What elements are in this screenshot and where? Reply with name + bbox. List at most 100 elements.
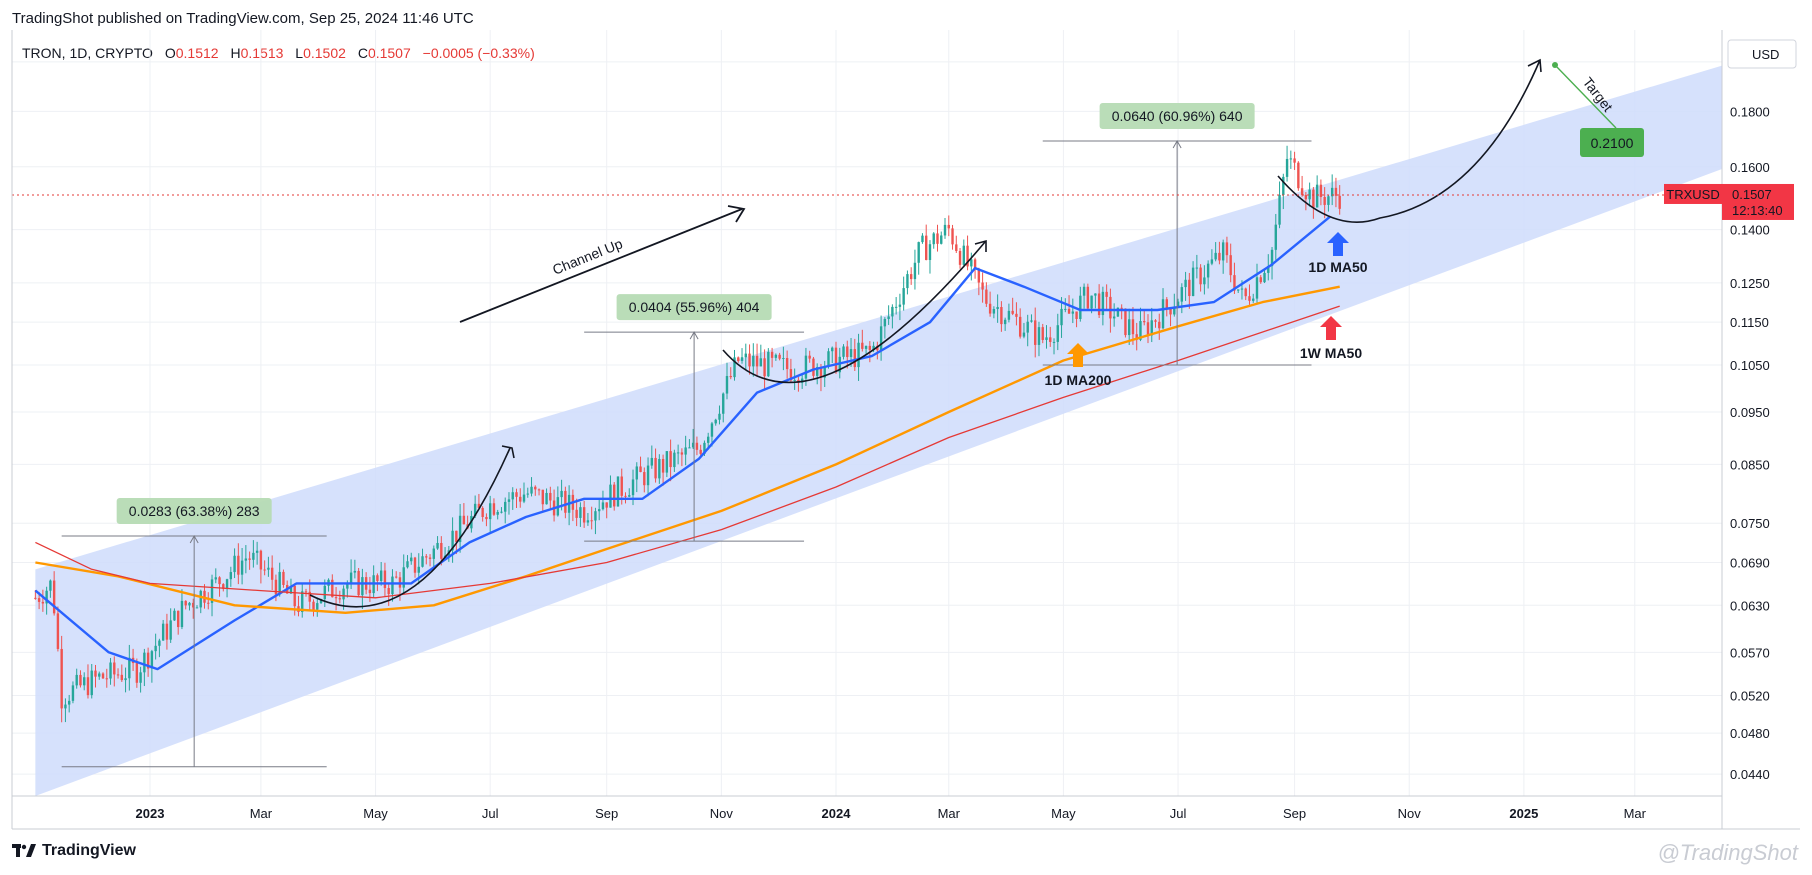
candle-body bbox=[740, 357, 744, 361]
candle-body bbox=[951, 228, 954, 245]
candle-body bbox=[143, 652, 146, 673]
candle-body bbox=[661, 458, 665, 473]
candle-body bbox=[1255, 277, 1259, 299]
wma50-up-arrow-icon bbox=[1320, 316, 1342, 340]
candle-body bbox=[1259, 277, 1262, 283]
candle-body bbox=[973, 259, 977, 269]
candle-body bbox=[831, 347, 834, 352]
measure-label: 0.0640 (60.96%) 640 bbox=[1112, 108, 1243, 124]
candle-body bbox=[1330, 187, 1334, 197]
ma200-annotation-label: 1D MA200 bbox=[1045, 372, 1112, 388]
candle-body bbox=[1191, 267, 1195, 297]
price-tick-label: 0.0480 bbox=[1730, 726, 1770, 741]
candle-body bbox=[883, 319, 887, 327]
date-tick-label: Nov bbox=[710, 806, 734, 821]
candle-body bbox=[1218, 252, 1221, 261]
price-tick-label: 0.1600 bbox=[1730, 160, 1770, 175]
candle-body bbox=[304, 591, 308, 593]
candle-body bbox=[511, 492, 514, 500]
candle-body bbox=[1225, 242, 1229, 256]
candle-body bbox=[282, 571, 285, 585]
candle-body bbox=[639, 466, 642, 473]
measurement-1: 0.0283 (63.38%) 283 bbox=[61, 497, 327, 768]
candle-body bbox=[218, 577, 221, 585]
candle-body bbox=[1067, 308, 1071, 314]
candle-body bbox=[146, 652, 150, 669]
candle-body bbox=[98, 673, 101, 677]
candle-body bbox=[1120, 307, 1123, 309]
candle-body bbox=[673, 452, 676, 468]
candle-body bbox=[879, 326, 883, 351]
candle-body bbox=[564, 490, 567, 513]
open-label: O bbox=[164, 45, 176, 61]
candle-body bbox=[646, 465, 650, 486]
candle-body bbox=[1056, 325, 1059, 342]
candle-body bbox=[650, 457, 654, 466]
price-tick-label: 0.0520 bbox=[1730, 689, 1770, 704]
candle-body bbox=[579, 507, 582, 518]
tradingview-logo[interactable]: TradingView bbox=[12, 842, 136, 860]
candle-body bbox=[139, 672, 142, 683]
candle-body bbox=[695, 442, 699, 450]
candle-body bbox=[988, 303, 992, 314]
candle-body bbox=[616, 476, 620, 507]
target-point bbox=[1552, 62, 1558, 68]
candle-body bbox=[1094, 293, 1097, 296]
price-tick-label: 0.0750 bbox=[1730, 516, 1770, 531]
candle-body bbox=[635, 466, 638, 480]
currency-button[interactable]: USD bbox=[1752, 47, 1779, 62]
candle-body bbox=[1278, 194, 1281, 225]
candle-body bbox=[981, 282, 984, 290]
candle-body bbox=[958, 250, 962, 265]
candle-body bbox=[1030, 320, 1033, 322]
measure-label-box bbox=[616, 294, 772, 321]
candle-body bbox=[259, 550, 263, 570]
candle-body bbox=[425, 556, 428, 558]
candle-body bbox=[1206, 263, 1210, 278]
candle-body bbox=[778, 354, 781, 359]
price-tick-label: 0.0950 bbox=[1730, 405, 1770, 420]
brand-name: TradingView bbox=[42, 842, 136, 859]
candle-body bbox=[192, 602, 195, 608]
candle-body bbox=[906, 274, 909, 289]
candle-body bbox=[1109, 296, 1112, 319]
candle-body bbox=[1199, 267, 1202, 285]
candle-body bbox=[432, 548, 435, 559]
candle-body bbox=[714, 419, 717, 424]
candle-body bbox=[530, 486, 533, 494]
candle-body bbox=[891, 306, 894, 317]
candle-body bbox=[1097, 293, 1101, 316]
candle-body bbox=[522, 494, 526, 502]
price-axis: 0.20000.18000.16000.14000.12500.11500.10… bbox=[1721, 30, 1770, 829]
ma50-up-arrow-icon bbox=[1327, 232, 1349, 256]
candle-body bbox=[128, 657, 131, 679]
candle-body bbox=[267, 567, 270, 570]
wma50-line bbox=[35, 305, 1340, 599]
symbol-tag-box bbox=[1664, 183, 1722, 204]
price-tick-label: 0.0850 bbox=[1730, 457, 1770, 472]
publish-header: TradingShot published on TradingView.com… bbox=[12, 10, 474, 27]
candle-body bbox=[150, 651, 154, 669]
price-tick-label: 0.0440 bbox=[1730, 767, 1770, 782]
candle-body bbox=[361, 577, 364, 596]
price-tick-label: 0.1250 bbox=[1730, 276, 1770, 291]
candle-body bbox=[864, 345, 868, 349]
candle-body bbox=[609, 484, 612, 508]
candle-body bbox=[342, 588, 345, 600]
candle-body bbox=[804, 355, 808, 379]
candle-body bbox=[252, 552, 255, 560]
candle-body bbox=[188, 602, 191, 606]
candle-body bbox=[301, 591, 304, 613]
arc-arrow-1-head bbox=[501, 445, 515, 459]
date-tick-label: Sep bbox=[1283, 806, 1306, 821]
candle-body bbox=[549, 492, 552, 501]
candle-body bbox=[477, 503, 481, 508]
channel-up-arrow bbox=[459, 208, 743, 323]
candle-body bbox=[440, 542, 443, 559]
candle-body bbox=[504, 501, 507, 512]
candle-body bbox=[977, 268, 981, 283]
candle-body bbox=[834, 347, 838, 373]
symbol-name[interactable]: TRON, 1D, CRYPTO bbox=[22, 45, 153, 61]
candle-body bbox=[793, 379, 796, 381]
